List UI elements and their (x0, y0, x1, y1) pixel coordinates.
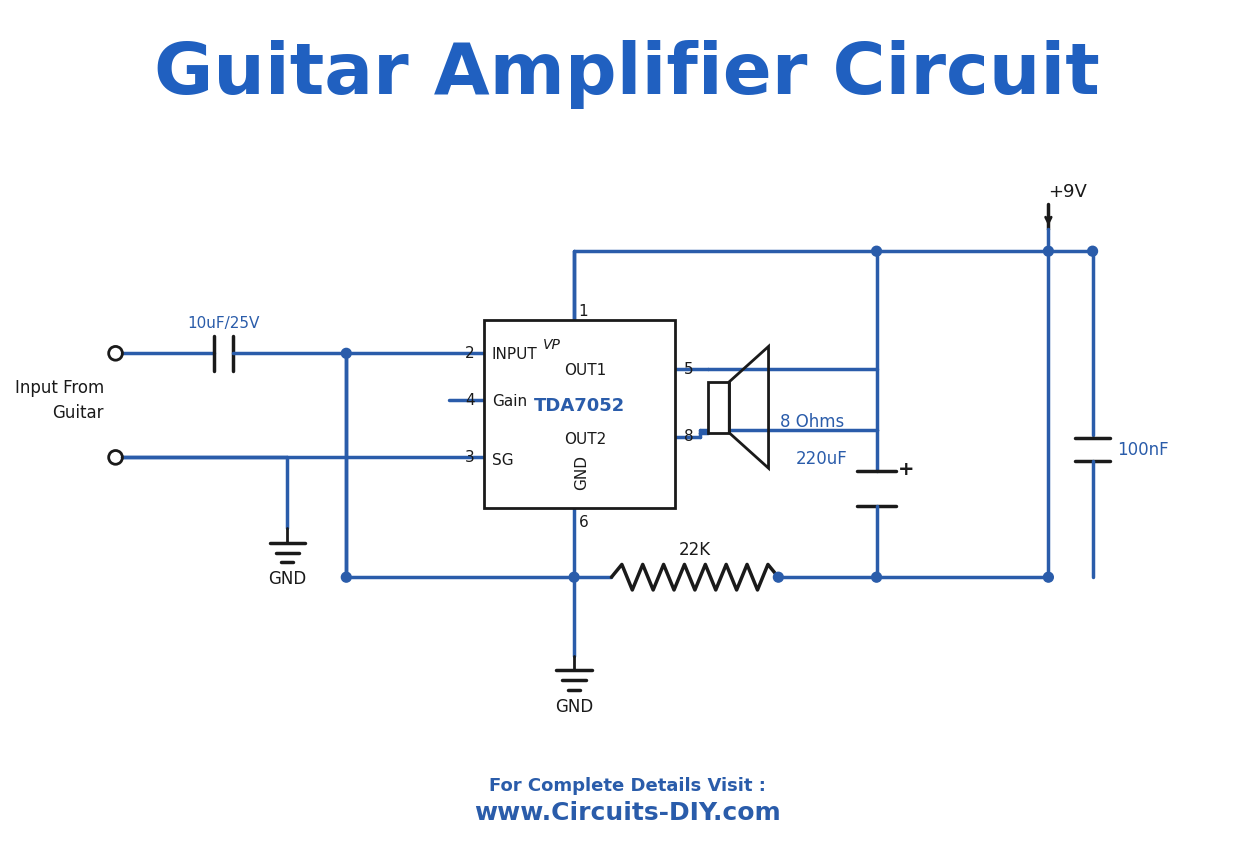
Text: For Complete Details Visit :: For Complete Details Visit : (488, 778, 766, 796)
Circle shape (1088, 246, 1097, 256)
Text: 8: 8 (684, 430, 694, 444)
Text: Guitar Amplifier Circuit: Guitar Amplifier Circuit (154, 40, 1100, 109)
Text: GND: GND (269, 571, 307, 588)
Text: +9V: +9V (1048, 183, 1088, 201)
Text: TDA7052: TDA7052 (534, 397, 625, 415)
Circle shape (342, 572, 351, 582)
Circle shape (1043, 246, 1053, 256)
Text: www.Circuits-DIY.com: www.Circuits-DIY.com (473, 801, 780, 825)
Text: 2: 2 (465, 346, 475, 361)
Text: 8 Ohms: 8 Ohms (780, 413, 845, 431)
Circle shape (570, 572, 580, 582)
Text: 1: 1 (578, 304, 588, 318)
Text: GND: GND (555, 698, 593, 716)
Circle shape (1043, 572, 1053, 582)
Text: OUT2: OUT2 (565, 432, 607, 447)
Text: SG: SG (492, 453, 513, 468)
Text: Input From
Guitar: Input From Guitar (15, 379, 104, 422)
Text: Gain: Gain (492, 394, 526, 409)
Text: OUT1: OUT1 (565, 363, 607, 379)
Text: 6: 6 (580, 514, 589, 530)
Bar (483, 320, 676, 509)
Text: 220uF: 220uF (795, 450, 847, 469)
Circle shape (342, 348, 351, 358)
Text: +: + (898, 459, 915, 479)
Circle shape (872, 246, 882, 256)
Text: 10uF/25V: 10uF/25V (187, 317, 260, 331)
Bar (708, 382, 729, 433)
Text: 22K: 22K (679, 541, 711, 559)
Text: GND: GND (575, 454, 589, 490)
Text: 5: 5 (684, 362, 694, 376)
Circle shape (773, 572, 783, 582)
Text: 4: 4 (465, 393, 475, 408)
Text: 3: 3 (465, 450, 475, 465)
Text: INPUT: INPUT (492, 346, 538, 362)
Text: VP: VP (543, 339, 561, 352)
Circle shape (872, 572, 882, 582)
Text: 100nF: 100nF (1117, 441, 1169, 458)
